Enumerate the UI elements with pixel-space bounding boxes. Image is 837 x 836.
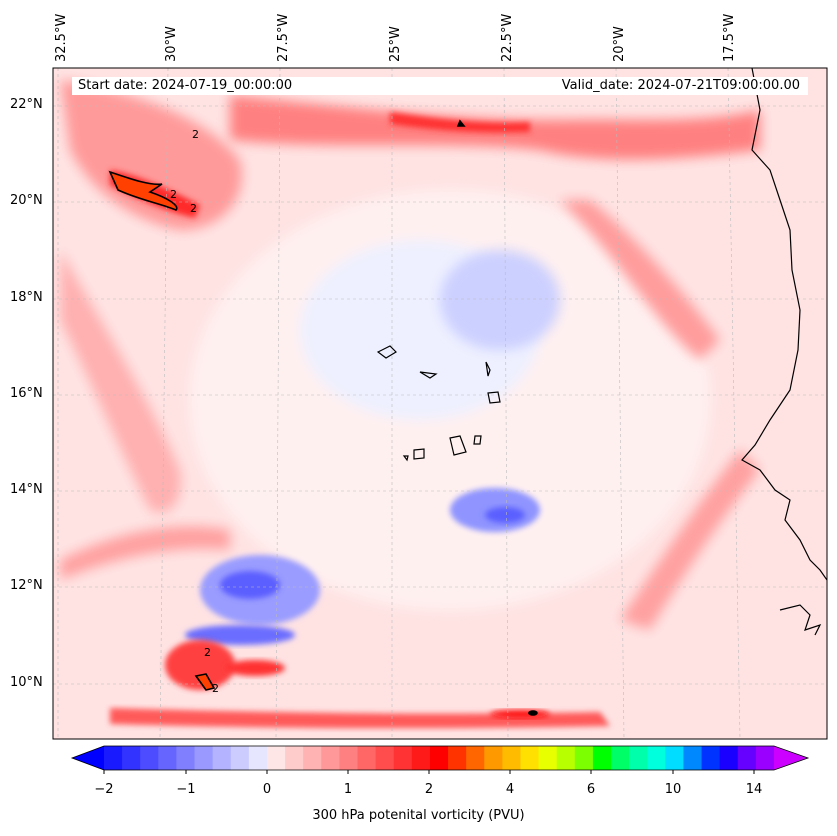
colorbar-swatch: [701, 746, 721, 770]
map-frame: [52, 67, 828, 740]
colorbar-swatch: [266, 746, 286, 770]
colorbar-swatch: [248, 746, 268, 770]
svg-text:2: 2: [170, 188, 177, 201]
lon-tick-label: 27.5°W: [276, 13, 291, 62]
colorbar-swatch: [357, 746, 377, 770]
colorbar-tick-label: 0: [262, 782, 272, 797]
colorbar-over-arrow: [774, 746, 808, 770]
colorbar-tick-label: 4: [505, 782, 515, 797]
colorbar-swatch: [303, 746, 322, 770]
colorbar-swatch: [122, 746, 141, 770]
valid-date-label: Valid_date: 2024-07-21T09:00:00.00: [561, 78, 800, 93]
svg-text:2: 2: [204, 646, 211, 659]
colorbar-tick-label: 6: [586, 782, 596, 797]
colorbar-under-arrow: [72, 746, 104, 770]
colorbar-swatch: [665, 746, 684, 770]
lon-tick-label: 30°W: [164, 26, 179, 62]
lat-tick-label: 18°N: [10, 290, 43, 305]
lat-tick-label: 16°N: [10, 386, 43, 401]
colorbar-swatch: [194, 746, 214, 770]
lon-tick-label: 25°W: [388, 26, 403, 62]
date-info-box: Start date: 2024-07-19_00:00:00 Valid_da…: [72, 77, 808, 95]
colorbar-swatch: [466, 746, 485, 770]
colorbar-swatch: [629, 746, 648, 770]
colorbar-swatch: [104, 746, 123, 770]
colorbar-swatch: [448, 746, 467, 770]
colorbar-tick-label: 10: [664, 782, 682, 797]
colorbar-swatch: [502, 746, 521, 770]
colorbar-swatch: [538, 746, 558, 770]
colorbar-tick-label: 1: [343, 782, 353, 797]
colorbar-swatch: [611, 746, 630, 770]
colorbar-swatch: [647, 746, 666, 770]
colorbar-swatch: [683, 746, 703, 770]
colorbar-swatch: [375, 746, 395, 770]
gridlines: [53, 68, 827, 739]
colorbar-swatch: [429, 746, 449, 770]
colorbar-swatch: [321, 746, 340, 770]
svg-text:2: 2: [212, 682, 219, 695]
colorbar-swatch: [285, 746, 304, 770]
colorbar-swatch: [230, 746, 250, 770]
coastline: [376, 68, 827, 636]
pv-2-contour-labels: 2 2 2 2 2: [170, 128, 219, 695]
colorbar-title: 300 hPa potenital vorticity (PVU): [312, 808, 525, 823]
colorbar-swatch: [556, 746, 576, 770]
colorbar-tick-label: 14: [745, 782, 763, 797]
colorbar-swatch: [737, 746, 757, 770]
svg-text:2: 2: [190, 202, 197, 215]
colorbar-swatch: [140, 746, 159, 770]
colorbar-swatch: [592, 746, 612, 770]
pv-2-contours: [108, 119, 538, 716]
lat-tick-label: 10°N: [10, 675, 43, 690]
lon-tick-label: 22.5°W: [500, 13, 515, 62]
svg-text:2: 2: [192, 128, 199, 141]
colorbar-swatch: [411, 746, 431, 770]
lon-tick-label: 17.5°W: [722, 13, 737, 62]
colorbar-swatch: [158, 746, 177, 770]
colorbar-tick-label: 2: [424, 782, 434, 797]
colorbar-swatch: [719, 746, 739, 770]
colorbar-swatch: [393, 746, 413, 770]
pv-field: [53, 68, 827, 739]
colorbar-swatch: [755, 746, 775, 770]
lat-tick-label: 20°N: [10, 193, 43, 208]
colorbar-swatch: [339, 746, 359, 770]
colorbar-swatch: [520, 746, 540, 770]
lat-tick-label: 22°N: [10, 97, 43, 112]
colorbar-swatch: [212, 746, 232, 770]
lon-tick-label: 20°W: [612, 26, 627, 62]
colorbar-swatch: [574, 746, 594, 770]
colorbar-swatch: [484, 746, 503, 770]
lon-tick-label: 32.5°W: [54, 13, 69, 62]
lat-tick-label: 12°N: [10, 578, 43, 593]
colorbar-swatch: [176, 746, 196, 770]
colorbar: [70, 745, 810, 774]
colorbar-tick-label: −1: [176, 782, 196, 797]
start-date-label: Start date: 2024-07-19_00:00:00: [78, 78, 293, 93]
lat-tick-label: 14°N: [10, 482, 43, 497]
colorbar-tick-label: −2: [94, 782, 114, 797]
